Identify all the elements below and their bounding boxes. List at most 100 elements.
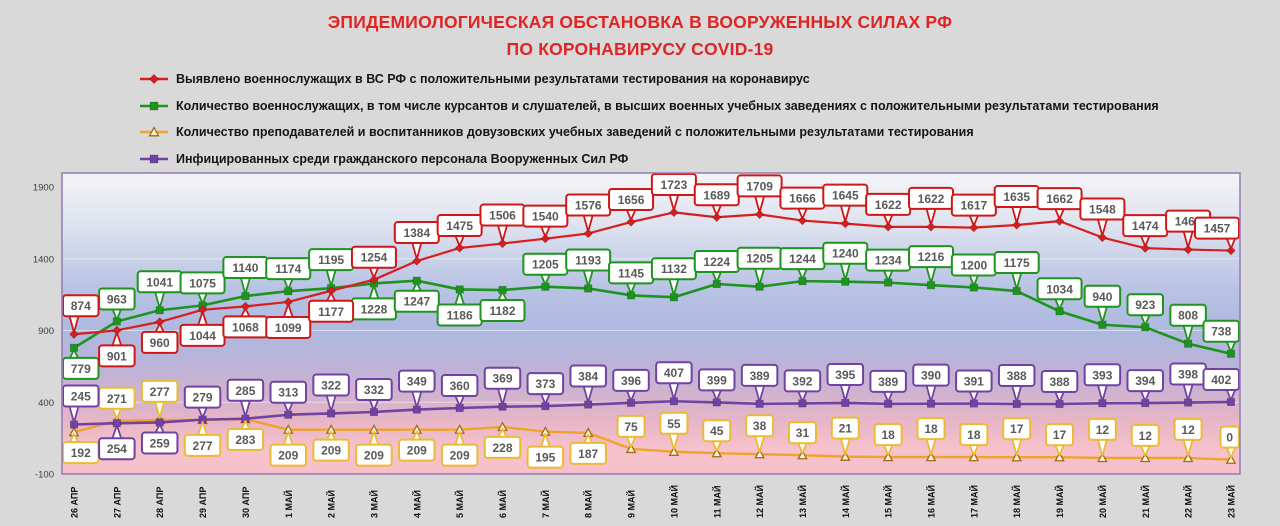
data-label: 373 — [526, 372, 565, 406]
y-tick-label: 1400 — [33, 254, 54, 265]
data-label: 1506 — [479, 203, 526, 243]
series-line-military-universities — [69, 276, 1236, 358]
svg-text:0: 0 — [1226, 431, 1233, 445]
svg-text:1384: 1384 — [403, 226, 430, 240]
legend-marker-square-icon — [140, 101, 168, 111]
data-label: 18 — [916, 417, 946, 456]
svg-text:285: 285 — [235, 384, 255, 398]
svg-text:1234: 1234 — [875, 254, 902, 268]
data-label: 1132 — [650, 257, 697, 297]
svg-text:209: 209 — [278, 449, 298, 463]
svg-text:1034: 1034 — [1046, 282, 1073, 296]
svg-text:960: 960 — [150, 336, 170, 350]
triangle-marker — [711, 447, 723, 458]
svg-text:394: 394 — [1135, 374, 1155, 388]
diamond-marker — [840, 218, 851, 229]
series-labels-positive-total: 874 901 960 1044 1068 1099 1177 1254 1384 1475 150… — [62, 173, 1240, 368]
svg-text:279: 279 — [193, 391, 213, 405]
x-tick-label: 28 АПР — [155, 487, 165, 518]
svg-text:1182: 1182 — [489, 304, 515, 318]
svg-text:12: 12 — [1139, 429, 1153, 443]
y-axis: -100 400 900 1400 1900 — [33, 183, 54, 481]
svg-text:1174: 1174 — [275, 262, 301, 276]
diamond-marker — [369, 274, 379, 285]
diamond-marker — [412, 256, 422, 266]
data-label: 1224 — [693, 250, 740, 283]
svg-text:901: 901 — [107, 349, 127, 363]
svg-text:209: 209 — [364, 449, 384, 463]
x-tick-label: 29 АПР — [198, 487, 208, 518]
svg-text:738: 738 — [1211, 325, 1231, 339]
square-marker — [149, 101, 159, 111]
svg-text:322: 322 — [321, 378, 341, 392]
data-label: 394 — [1126, 369, 1164, 403]
data-label: 322 — [312, 373, 350, 413]
data-label: 45 — [702, 419, 732, 453]
x-tick-label: 11 МАЙ — [711, 486, 722, 518]
svg-text:1540: 1540 — [532, 210, 559, 224]
triangle-marker — [754, 448, 765, 459]
data-label: 1068 — [222, 307, 269, 339]
data-label: 1034 — [1036, 277, 1083, 311]
data-label: 1622 — [908, 186, 954, 226]
svg-text:1175: 1175 — [1004, 256, 1030, 270]
plot-border — [61, 172, 1241, 475]
diamond-marker — [797, 215, 808, 226]
data-label: 12 — [1130, 423, 1160, 457]
data-label: 12 — [1087, 417, 1117, 457]
svg-text:1132: 1132 — [661, 262, 687, 276]
diamond-marker — [1011, 220, 1022, 230]
data-label: 399 — [698, 368, 736, 402]
x-tick-label: 9 МАЙ — [626, 490, 637, 518]
legend-item-military-universities: Количество военнослужащих, в том числе к… — [139, 93, 1159, 120]
data-label: 192 — [62, 433, 100, 465]
svg-text:1666: 1666 — [789, 192, 816, 206]
data-label: 1044 — [179, 310, 226, 347]
x-tick-label: 27 АПР — [112, 487, 122, 518]
svg-text:369: 369 — [492, 372, 512, 386]
svg-text:373: 373 — [535, 377, 555, 391]
data-label: 360 — [440, 373, 479, 407]
svg-text:1140: 1140 — [232, 261, 258, 275]
diamond-marker — [1054, 216, 1065, 226]
data-label: 398 — [1169, 362, 1207, 402]
series-labels-civilian-personnel: 245 254 259 279 285 313 322 332 349 360 369 373 384 3… — [62, 361, 1240, 461]
triangle-marker — [1139, 452, 1151, 463]
diamond-marker — [926, 222, 936, 232]
svg-text:1576: 1576 — [575, 198, 602, 212]
svg-text:1662: 1662 — [1046, 192, 1073, 206]
data-label: 279 — [183, 385, 222, 419]
x-tick-label: 8 МАЙ — [583, 490, 594, 518]
svg-text:398: 398 — [1178, 368, 1198, 382]
data-label: 1622 — [865, 192, 912, 226]
svg-text:1228: 1228 — [361, 302, 388, 316]
data-label: 209 — [440, 430, 479, 467]
data-label: 283 — [226, 420, 265, 452]
data-label: 390 — [912, 363, 950, 403]
data-label: 285 — [226, 378, 265, 418]
data-label: 1474 — [1122, 214, 1169, 248]
svg-text:1195: 1195 — [318, 253, 344, 267]
x-tick-label: 1 МАЙ — [283, 490, 294, 518]
data-label: 1635 — [993, 185, 1040, 224]
data-label: 395 — [826, 362, 865, 402]
svg-text:1709: 1709 — [746, 179, 773, 193]
data-label: 389 — [740, 363, 779, 403]
svg-text:874: 874 — [71, 299, 91, 313]
x-tick-label: 2 МАЙ — [326, 490, 337, 518]
diamond-marker — [583, 228, 593, 239]
data-label: 12 — [1173, 417, 1203, 457]
svg-text:21: 21 — [839, 422, 853, 436]
svg-text:391: 391 — [964, 375, 984, 389]
svg-text:395: 395 — [835, 368, 855, 382]
data-label: 313 — [269, 380, 307, 414]
svg-text:18: 18 — [881, 428, 895, 442]
x-tick-label: 15 МАЙ — [883, 485, 894, 518]
data-label: 1205 — [736, 246, 783, 286]
triangle-marker — [148, 126, 160, 137]
data-label: 187 — [569, 433, 607, 465]
svg-text:259: 259 — [150, 436, 170, 450]
square-marker — [149, 154, 159, 164]
triangle-marker — [1011, 451, 1022, 462]
triangle-marker — [1225, 454, 1237, 464]
